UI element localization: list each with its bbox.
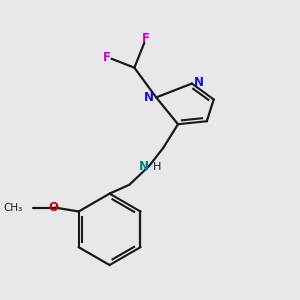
Text: CH₃: CH₃ (4, 202, 23, 212)
Text: F: F (103, 51, 111, 64)
Text: N: N (139, 160, 149, 173)
Text: O: O (49, 201, 59, 214)
Text: F: F (142, 32, 150, 45)
Text: N: N (194, 76, 204, 89)
Text: H: H (153, 162, 161, 172)
Text: N: N (144, 91, 154, 104)
